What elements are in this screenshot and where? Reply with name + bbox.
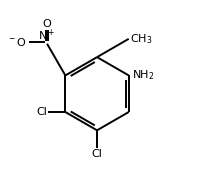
Text: Cl: Cl — [36, 107, 47, 117]
Text: O: O — [43, 19, 51, 29]
Text: NH$_2$: NH$_2$ — [132, 68, 155, 82]
Text: N$^+$: N$^+$ — [38, 28, 56, 43]
Text: CH$_3$: CH$_3$ — [130, 32, 153, 46]
Text: $^-$O: $^-$O — [7, 36, 27, 48]
Text: Cl: Cl — [92, 149, 103, 159]
